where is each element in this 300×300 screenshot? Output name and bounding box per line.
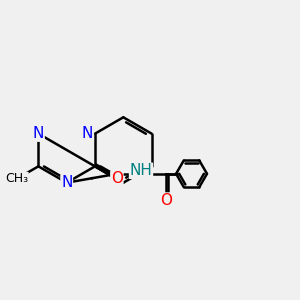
Text: N: N <box>33 126 44 141</box>
Text: NH: NH <box>130 163 152 178</box>
Text: N: N <box>61 175 72 190</box>
Text: N: N <box>82 126 93 141</box>
Text: CH₃: CH₃ <box>5 172 28 185</box>
Text: O: O <box>160 193 172 208</box>
Text: O: O <box>111 172 123 187</box>
